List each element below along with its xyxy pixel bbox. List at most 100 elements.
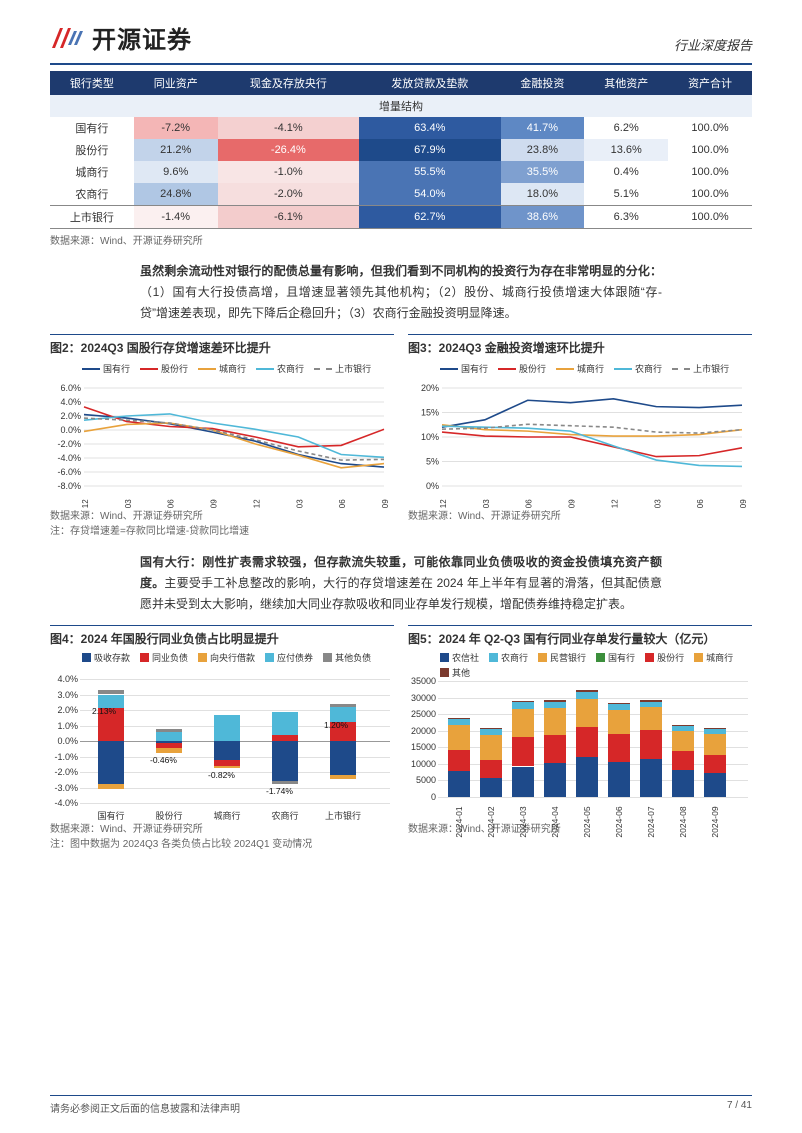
legend-item: 向央行借款 xyxy=(198,651,255,664)
svg-text:2024-09: 2024-09 xyxy=(381,499,390,508)
svg-text:2024-03: 2024-03 xyxy=(295,499,304,508)
bar-segment xyxy=(576,727,598,757)
chart4-source: 数据来源：Wind、开源证券研究所 xyxy=(50,823,394,836)
svg-text:2024-03: 2024-03 xyxy=(653,499,662,508)
table-cell: 41.7% xyxy=(501,117,585,139)
chart-5: 图5：2024 年 Q2-Q3 国有行同业存单发行量较大（亿元） 农信社农商行民… xyxy=(408,625,752,851)
bar-segment xyxy=(704,773,726,797)
chart-4: 图4：2024 年国股行同业负债占比明显提升 吸收存款同业负债向央行借款应付债券… xyxy=(50,625,394,851)
bar-segment xyxy=(544,735,566,764)
bar-segment xyxy=(704,755,726,774)
para1-rest: （1）国有大行投债高增，且增速显著领先其他机构；（2）股份、城商行投债增速大体跟… xyxy=(140,285,662,320)
table-row: 城商行9.6%-1.0%55.5%35.5%0.4%100.0% xyxy=(50,161,752,183)
svg-text:2022-12: 2022-12 xyxy=(81,499,90,508)
row-label: 国有行 xyxy=(50,117,134,139)
svg-text:2023-12: 2023-12 xyxy=(610,499,619,508)
bar-segment xyxy=(640,759,662,797)
bar-segment xyxy=(156,729,182,731)
bar-segment xyxy=(156,732,182,741)
bar-segment xyxy=(480,729,502,735)
table-col-header: 发放贷款及垫款 xyxy=(359,71,500,95)
bar-segment xyxy=(608,704,630,710)
table-col-header: 资产合计 xyxy=(668,71,752,95)
bar-total-label: 1.20% xyxy=(324,720,348,730)
logo: 开源证券 xyxy=(50,20,192,55)
bar-segment xyxy=(640,700,662,701)
row-label: 上市银行 xyxy=(50,206,134,229)
chart4-note: 注：图中数据为 2024Q3 各类负债占比较 2024Q1 变动情况 xyxy=(50,838,394,851)
table-cell: 0.4% xyxy=(584,161,668,183)
svg-text:2023-12: 2023-12 xyxy=(252,499,261,508)
bar-segment xyxy=(608,703,630,704)
bar-segment xyxy=(448,750,470,772)
legend-item: 同业负债 xyxy=(140,651,188,664)
legend-item: 股份行 xyxy=(645,651,684,664)
table-row: 农商行24.8%-2.0%54.0%18.0%5.1%100.0% xyxy=(50,183,752,206)
table-source: 数据来源：Wind、开源证券研究所 xyxy=(50,232,752,247)
table-cell: 35.5% xyxy=(501,161,585,183)
table-subhead: 增量结构 xyxy=(50,95,752,117)
bar-segment xyxy=(672,751,694,770)
bar-segment xyxy=(640,730,662,759)
bar-segment xyxy=(608,734,630,762)
table-cell: 6.3% xyxy=(584,206,668,229)
bar-segment xyxy=(330,775,356,779)
table-cell: 38.6% xyxy=(501,206,585,229)
bar-segment xyxy=(480,760,502,778)
table-cell: 100.0% xyxy=(668,139,752,161)
svg-text:20%: 20% xyxy=(421,383,439,393)
bar-segment xyxy=(544,763,566,797)
table-col-header: 金融投资 xyxy=(501,71,585,95)
legend-item: 国有行 xyxy=(82,362,130,375)
table-cell: 6.2% xyxy=(584,117,668,139)
paragraph-2: 国有大行：刚性扩表需求较强，但存款流失较重，可能依靠同业负债吸收的资金投债填充资… xyxy=(140,552,662,615)
bar-segment xyxy=(672,725,694,726)
svg-text:2.0%: 2.0% xyxy=(60,411,81,421)
legend-item: 股份行 xyxy=(498,362,546,375)
table-col-header: 现金及存放央行 xyxy=(218,71,359,95)
bar-segment xyxy=(544,702,566,708)
chart5-title: 图5：2024 年 Q2-Q3 国有行同业存单发行量较大（亿元） xyxy=(408,626,752,651)
table-row: 股份行21.2%-26.4%67.9%23.8%13.6%100.0% xyxy=(50,139,752,161)
table-cell: 100.0% xyxy=(668,161,752,183)
table-cell: -2.0% xyxy=(218,183,359,206)
table-cell: -1.0% xyxy=(218,161,359,183)
chart3-title: 图3：2024Q3 金融投资增速环比提升 xyxy=(408,335,752,360)
bar-segment xyxy=(608,710,630,734)
table-col-header: 同业资产 xyxy=(134,71,218,95)
bar-segment xyxy=(214,715,240,741)
svg-text:4.0%: 4.0% xyxy=(60,397,81,407)
bar-segment xyxy=(330,741,356,775)
bar-segment xyxy=(704,734,726,755)
row-label: 城商行 xyxy=(50,161,134,183)
bar-total-label: -0.46% xyxy=(150,755,177,765)
bar-total-label: 2.13% xyxy=(92,706,116,716)
svg-text:2024-06: 2024-06 xyxy=(338,499,347,508)
bar-segment xyxy=(640,707,662,730)
bar-segment xyxy=(448,725,470,749)
chart3-source: 数据来源：Wind、开源证券研究所 xyxy=(408,510,752,523)
bar-segment xyxy=(512,767,534,797)
table-cell: 23.8% xyxy=(501,139,585,161)
bar-segment xyxy=(640,702,662,708)
table-cell: 62.7% xyxy=(359,206,500,229)
bar-total-label: -0.82% xyxy=(208,770,235,780)
legend-item: 应付债券 xyxy=(265,651,313,664)
legend-item: 国有行 xyxy=(596,651,635,664)
para2-rest: 主要受手工补息整改的影响，大行的存贷增速差在 2024 年上半年有显著的滑落，但… xyxy=(140,576,662,611)
legend-item: 其他负债 xyxy=(323,651,371,664)
svg-text:10%: 10% xyxy=(421,432,439,442)
legend-item: 城商行 xyxy=(556,362,604,375)
legend-item: 国有行 xyxy=(440,362,488,375)
bar-segment xyxy=(480,778,502,797)
bar-segment xyxy=(512,737,534,766)
legend-item: 上市银行 xyxy=(314,362,371,375)
bar-segment xyxy=(98,741,124,784)
asset-table: 银行类型同业资产现金及存放央行发放贷款及垫款金融投资其他资产资产合计 增量结构国… xyxy=(50,71,752,229)
legend-item: 农商行 xyxy=(489,651,528,664)
svg-text:2022-12: 2022-12 xyxy=(439,499,448,508)
chart2-note: 注：存贷增速差=存款同比增速-贷款同比增速 xyxy=(50,525,394,538)
table-cell: 13.6% xyxy=(584,139,668,161)
bar-segment xyxy=(672,726,694,731)
table-cell: -4.1% xyxy=(218,117,359,139)
